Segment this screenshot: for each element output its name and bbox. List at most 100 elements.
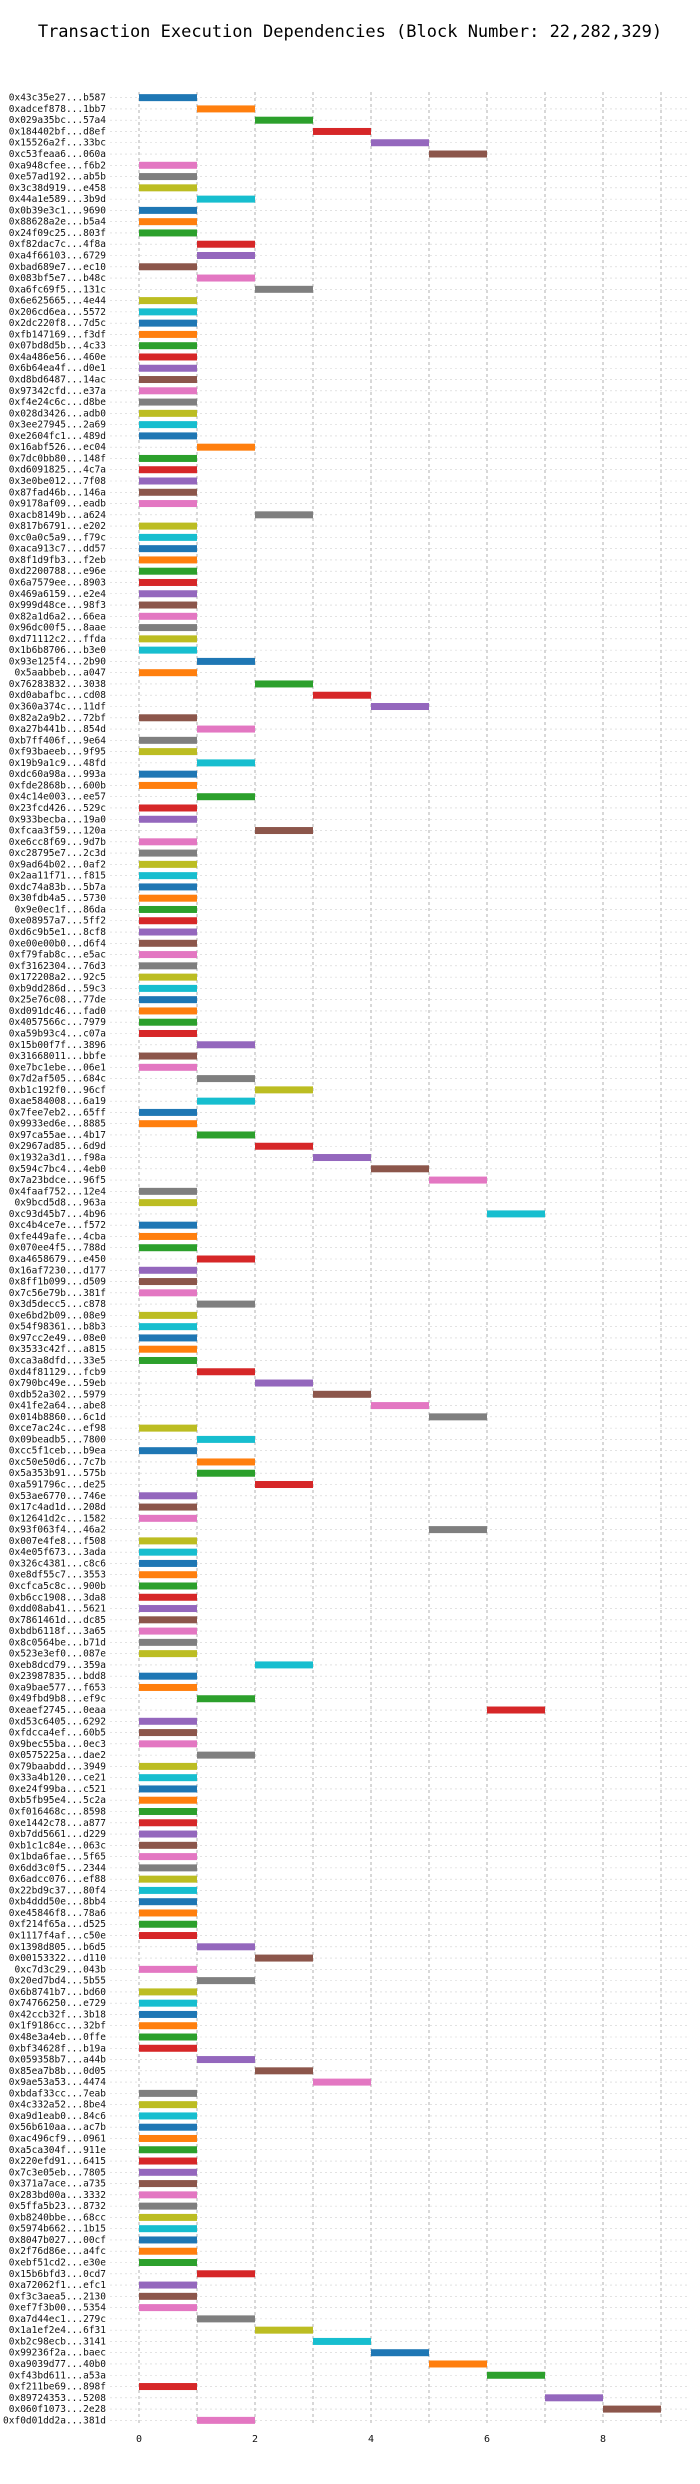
bar (139, 748, 197, 756)
bar (197, 443, 255, 451)
y-tick-label: 0x85ea7b8b...0d05 (9, 2066, 106, 2077)
bar (139, 1683, 197, 1691)
bar (197, 1368, 255, 1376)
bar (429, 1176, 487, 1184)
bar (197, 1943, 255, 1951)
y-tick-label: 0xcc5f1ceb...b9ea (9, 1446, 106, 1457)
bar (139, 1424, 197, 1432)
y-tick-label: 0xd0abafbc...cd08 (9, 690, 107, 701)
y-tick-label: 0xb1c192f0...96cf (9, 1085, 106, 1096)
bar (139, 860, 197, 868)
y-tick-label: 0x76283832...3038 (9, 679, 107, 690)
y-tick-label: 0xa4658679...e450 (9, 1254, 107, 1265)
bar (197, 1255, 255, 1263)
y-tick-label: 0x16af7230...d177 (9, 1265, 106, 1276)
y-tick-label: 0x184402bf...d8ef (9, 126, 106, 137)
y-tick-label: 0x3e0be012...7f08 (9, 476, 107, 487)
y-tick-label: 0xfde2868b...600b (9, 780, 107, 791)
y-tick-label: 0x25e76c08...77de (9, 995, 107, 1006)
y-tick-label: 0xa9d1eab0...84c6 (9, 2111, 107, 2122)
y-tick-label: 0x070ee4f5...788d (9, 1243, 106, 1254)
y-tick-label: 0xfdcca4ef...60b5 (9, 1728, 106, 1739)
bar (139, 218, 197, 226)
bar (139, 2168, 197, 2176)
x-tick-label: 6 (484, 2434, 490, 2445)
y-tick-label: 0x15526a2f...33bc (9, 138, 106, 149)
y-tick-label: 0x16abf526...ec04 (9, 442, 107, 453)
bar (313, 127, 371, 135)
bar (139, 1492, 197, 1500)
bar (139, 2112, 197, 2120)
bar (139, 1323, 197, 1331)
y-tick-label: 0x48e3a4eb...0ffe (9, 2032, 107, 2043)
y-tick-label: 0xce7ac24c...ef98 (9, 1423, 107, 1434)
y-tick-label: 0x790bc49e...59eb (9, 1378, 107, 1389)
y-tick-label: 0xf214f65a...d525 (9, 1919, 106, 1930)
y-tick-label: 0x3ee27945...2a69 (9, 420, 107, 431)
bar (139, 1029, 197, 1037)
bar (139, 1898, 197, 1906)
y-tick-label: 0xa7d44ec1...279c (9, 2314, 106, 2325)
bar (139, 1774, 197, 1782)
bar (197, 1469, 255, 1477)
y-tick-label: 0x5974b662...1b15 (9, 2224, 106, 2235)
bar (139, 1018, 197, 1026)
bar (139, 951, 197, 959)
y-tick-label: 0x326c4381...c8c6 (9, 1558, 107, 1569)
y-tick-label: 0x9bcd5d8...963a (14, 1198, 106, 1209)
bar (139, 364, 197, 372)
bar (139, 1807, 197, 1815)
bar (139, 1796, 197, 1804)
bar (197, 1458, 255, 1466)
bar (139, 1740, 197, 1748)
y-tick-label: 0xaca913c7...dd57 (9, 544, 106, 555)
y-tick-label: 0x19b9a1c9...48fd (9, 758, 106, 769)
y-tick-label: 0x15b00f7f...3896 (9, 1040, 107, 1051)
bar (139, 2202, 197, 2210)
bar (313, 2078, 371, 2086)
bar (139, 421, 197, 429)
bar (139, 387, 197, 395)
bar (139, 1278, 197, 1286)
y-tick-label: 0xdc60a98a...993a (9, 769, 106, 780)
bar (139, 1199, 197, 1207)
bar (139, 917, 197, 925)
y-tick-label: 0x07bd8d5b...4c33 (9, 341, 106, 352)
y-tick-label: 0x007e4fe8...f508 (9, 1536, 107, 1547)
y-tick-label: 0x4a486e56...460e (9, 352, 107, 363)
y-tick-label: 0x2aa11f71...f815 (9, 871, 106, 882)
bar (197, 1751, 255, 1759)
y-tick-label: 0x20ed7bd4...5b55 (9, 1976, 106, 1987)
y-tick-label: 0x4c332a52...8be4 (9, 2100, 107, 2111)
y-tick-label: 0xbf34628f...b19a (9, 2043, 106, 2054)
y-tick-label: 0x7d2af505...684c (9, 1074, 106, 1085)
bar (139, 319, 197, 327)
y-tick-label: 0x8047b027...00cf (9, 2235, 106, 2246)
y-tick-label: 0xf016468c...8598 (9, 1806, 107, 1817)
bar (139, 1559, 197, 1567)
bar (139, 1616, 197, 1624)
bar (197, 274, 255, 282)
bar (139, 815, 197, 823)
y-tick-label: 0x23fcd426...529c (9, 803, 106, 814)
y-tick-label: 0x2967ad85...6d9d (9, 1141, 106, 1152)
y-tick-label: 0xe6bd2b09...08e9 (9, 1310, 107, 1321)
bar (139, 1932, 197, 1940)
bar (197, 251, 255, 259)
bar (197, 1131, 255, 1139)
y-tick-label: 0xc53feaa6...060a (9, 149, 106, 160)
bar (139, 1819, 197, 1827)
bar (313, 1154, 371, 1162)
y-tick-label: 0xfb147169...f3df (9, 329, 106, 340)
y-tick-label: 0xe2604fc1...489d (9, 431, 106, 442)
y-tick-label: 0x42ccb32f...3b18 (9, 2009, 107, 2020)
bar (139, 1853, 197, 1861)
bar (139, 500, 197, 508)
bar (139, 838, 197, 846)
bar (139, 2157, 197, 2165)
bar (255, 827, 313, 835)
bar (371, 139, 429, 147)
bar (139, 1503, 197, 1511)
bar (139, 556, 197, 564)
y-tick-label: 0xe45846f8...78a6 (9, 1908, 107, 1919)
